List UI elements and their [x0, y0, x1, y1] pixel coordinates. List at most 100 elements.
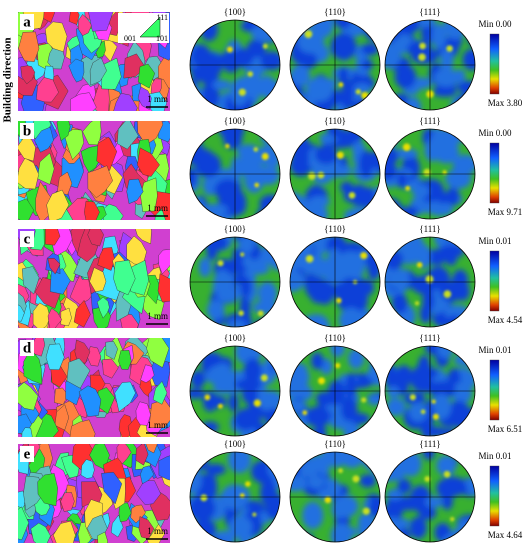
blob: [256, 166, 280, 185]
spot: [362, 507, 370, 515]
colorbar-max: Max 6.51: [488, 424, 523, 434]
blob: [438, 244, 465, 259]
blob: [402, 495, 417, 511]
pf-title: {111}: [419, 7, 440, 17]
ebsd-map: [18, 338, 170, 437]
grain: [116, 444, 132, 465]
grain: [70, 92, 97, 111]
grain: [18, 304, 25, 322]
spot: [253, 399, 261, 407]
blob: [457, 355, 475, 367]
ipf-key-label: 111: [157, 13, 168, 22]
blob: [205, 463, 226, 476]
blob: [290, 476, 308, 492]
blob: [290, 379, 309, 399]
blob: [429, 381, 456, 399]
colorbar: [489, 465, 500, 527]
blob: [368, 452, 380, 471]
blob: [194, 98, 213, 110]
colorbar-max: Max 4.64: [488, 530, 523, 540]
ipf-key-label: 101: [156, 34, 168, 43]
blob: [307, 475, 324, 490]
panel-label: d: [23, 340, 32, 356]
blob: [270, 452, 280, 461]
blob: [257, 281, 277, 307]
spot: [446, 45, 453, 52]
spot: [443, 470, 451, 478]
blob: [190, 452, 209, 471]
grain: [21, 266, 40, 295]
grain: [43, 12, 55, 23]
colorbar-max: Max 4.54: [488, 315, 523, 325]
blob: [396, 172, 408, 189]
pf-title: {110}: [324, 116, 346, 126]
spot: [420, 409, 426, 414]
grain: [56, 121, 71, 142]
grain: [73, 299, 91, 328]
pole-figure: [190, 452, 280, 542]
pf-outline: [384, 128, 476, 220]
blob: [272, 351, 280, 376]
pf-title: {111}: [419, 333, 440, 343]
pole-figure: [190, 129, 280, 219]
blob: [363, 20, 380, 42]
pf-title: {100}: [224, 116, 246, 126]
pf-title: {110}: [324, 224, 346, 234]
blob: [452, 269, 469, 292]
blob: [392, 453, 412, 466]
pf-outline: [289, 451, 381, 543]
pf-spots: [324, 468, 370, 515]
ipf-key-bg: [118, 13, 169, 43]
pf-spots: [414, 262, 452, 306]
scale-bar-label: 1 mm: [147, 420, 168, 430]
grain: [137, 147, 160, 177]
colorbar-max: Max 9.71: [488, 207, 523, 217]
blob: [190, 427, 201, 436]
blob: [304, 273, 318, 297]
blob: [190, 388, 205, 399]
blob: [190, 142, 206, 166]
blob: [308, 195, 330, 208]
blob: [321, 452, 350, 468]
blob: [297, 51, 318, 69]
blob: [361, 59, 373, 70]
grain: [137, 86, 152, 110]
blob: [290, 92, 308, 108]
grain: [126, 178, 144, 204]
spot: [443, 290, 452, 298]
blob: [190, 129, 201, 144]
blob: [229, 495, 245, 509]
pole-figure: [290, 20, 380, 110]
blob: [190, 370, 206, 389]
blob: [222, 129, 243, 150]
spot: [338, 82, 344, 88]
pf-title: {111}: [419, 439, 440, 449]
colorbar: [489, 142, 500, 204]
panel-label: e: [24, 446, 31, 462]
grain: [68, 12, 80, 25]
spot: [432, 413, 439, 420]
grain: [45, 229, 61, 246]
pole-figure: [290, 237, 380, 327]
grain: [88, 12, 114, 32]
grain: [139, 465, 155, 485]
pf-spots: [217, 252, 264, 317]
blob: [266, 533, 280, 542]
ebsd-map: [18, 444, 170, 543]
blob: [218, 51, 246, 69]
spot: [336, 151, 344, 159]
scale-bar-label: 1 mm: [147, 311, 168, 321]
blob: [330, 523, 352, 542]
grain: [96, 296, 110, 319]
pole-figure: [190, 237, 280, 327]
blob: [214, 363, 231, 380]
spot: [416, 262, 423, 268]
blob: [457, 92, 475, 109]
blob: [409, 516, 427, 539]
grain: [34, 126, 54, 153]
pf-title: {100}: [224, 439, 246, 449]
blob: [425, 496, 443, 508]
blob: [264, 408, 280, 426]
pf-outline: [189, 236, 281, 328]
spot: [450, 516, 455, 522]
